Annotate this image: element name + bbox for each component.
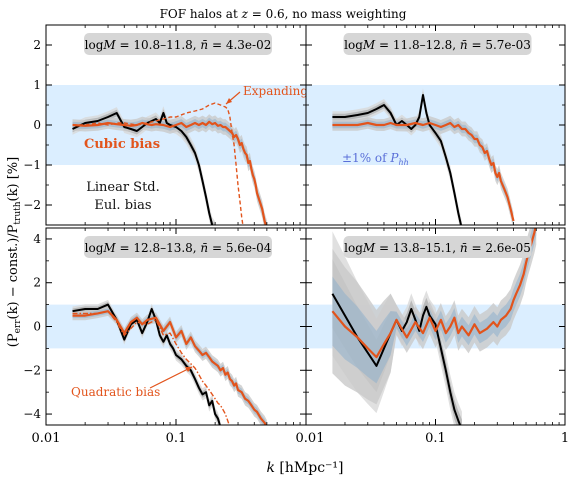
annotation-cubic-bias: Cubic bias [84,137,160,152]
panel-label: logM = 12.8–13.8, n̄ = 5.6e-04 [85,241,272,255]
panel-label-box [84,33,272,55]
y-tick-label: −1 [23,158,41,172]
series-line-cubic [331,228,537,359]
series-line-cubic [72,310,267,425]
error-band-outer-cubic [72,306,267,425]
x-tick-label: 1 [561,431,569,446]
series-line-linear [72,112,214,225]
x-axis-label: k [hMpc⁻¹] [266,460,343,476]
y-tick-label: −2 [23,198,41,212]
series-line-linear [332,94,463,225]
x-tick-label: 0.01 [296,431,325,446]
annotation-quadratic-bias: Quadratic bias [71,385,160,399]
annotation-band-label: ±1% of Phh [342,151,409,167]
annotation-linear-line2: Eul. bias [94,198,151,213]
arrow-head-icon [185,367,192,372]
y-tick-label: 1 [33,78,41,92]
error-band-inner-cubic [72,117,267,225]
series-line-linear [72,303,221,425]
x-tick-label: 0.01 [32,431,61,446]
x-tick-label: 0.1 [425,431,446,446]
error-band-outer-linear [72,106,216,225]
panel-bottom-left: 4 2 0 −2 −4 0.01 0.1 logM = 12.8–13.8, n̄ = 5.6… [23,227,307,446]
figure-title: FOF halos at z = 0.6, no mass weighting [160,7,407,21]
panel-label: logM = 13.8–15.1, n̄ = 2.6e-05 [344,241,531,255]
panel-label-box [343,236,532,258]
y-tick-label: 4 [33,232,41,246]
arrow-quadratic [149,366,193,389]
panel-label: logM = 11.8–12.8, n̄ = 5.7e-03 [344,38,531,52]
panel-label-box [343,33,532,55]
y-tick-label: −2 [23,363,41,377]
x-tick-label: 0.1 [166,431,187,446]
annotation-linear-line1: Linear Std. [86,180,160,195]
arrow-head-icon [226,98,232,104]
y-tick-label: 0 [33,118,41,132]
panel-label: logM = 10.8–11.8, n̄ = 4.3e-02 [85,38,272,52]
y-tick-label: −4 [23,407,41,421]
panel-bottom-right: 0.01 0.1 1 logM = 13.8–15.1, n̄ = 2.6e-05 [296,227,569,446]
panel-label-box [84,236,272,258]
error-band-outer-cubic [332,228,537,405]
y-tick-label: 2 [33,38,41,52]
series-line-cubic [332,121,515,222]
series-line-linear [331,293,462,425]
panel-top-right: logM = 11.8–12.8, n̄ = 5.7e-03 ±1% of Phh [305,24,566,226]
y-axis-label: (Perr(k) − const.)/Ptruth(k) [%] [6,157,23,347]
y-tick-label: 2 [33,276,41,290]
y-tick-label: 0 [33,320,41,334]
series-line-expanding [72,102,244,225]
